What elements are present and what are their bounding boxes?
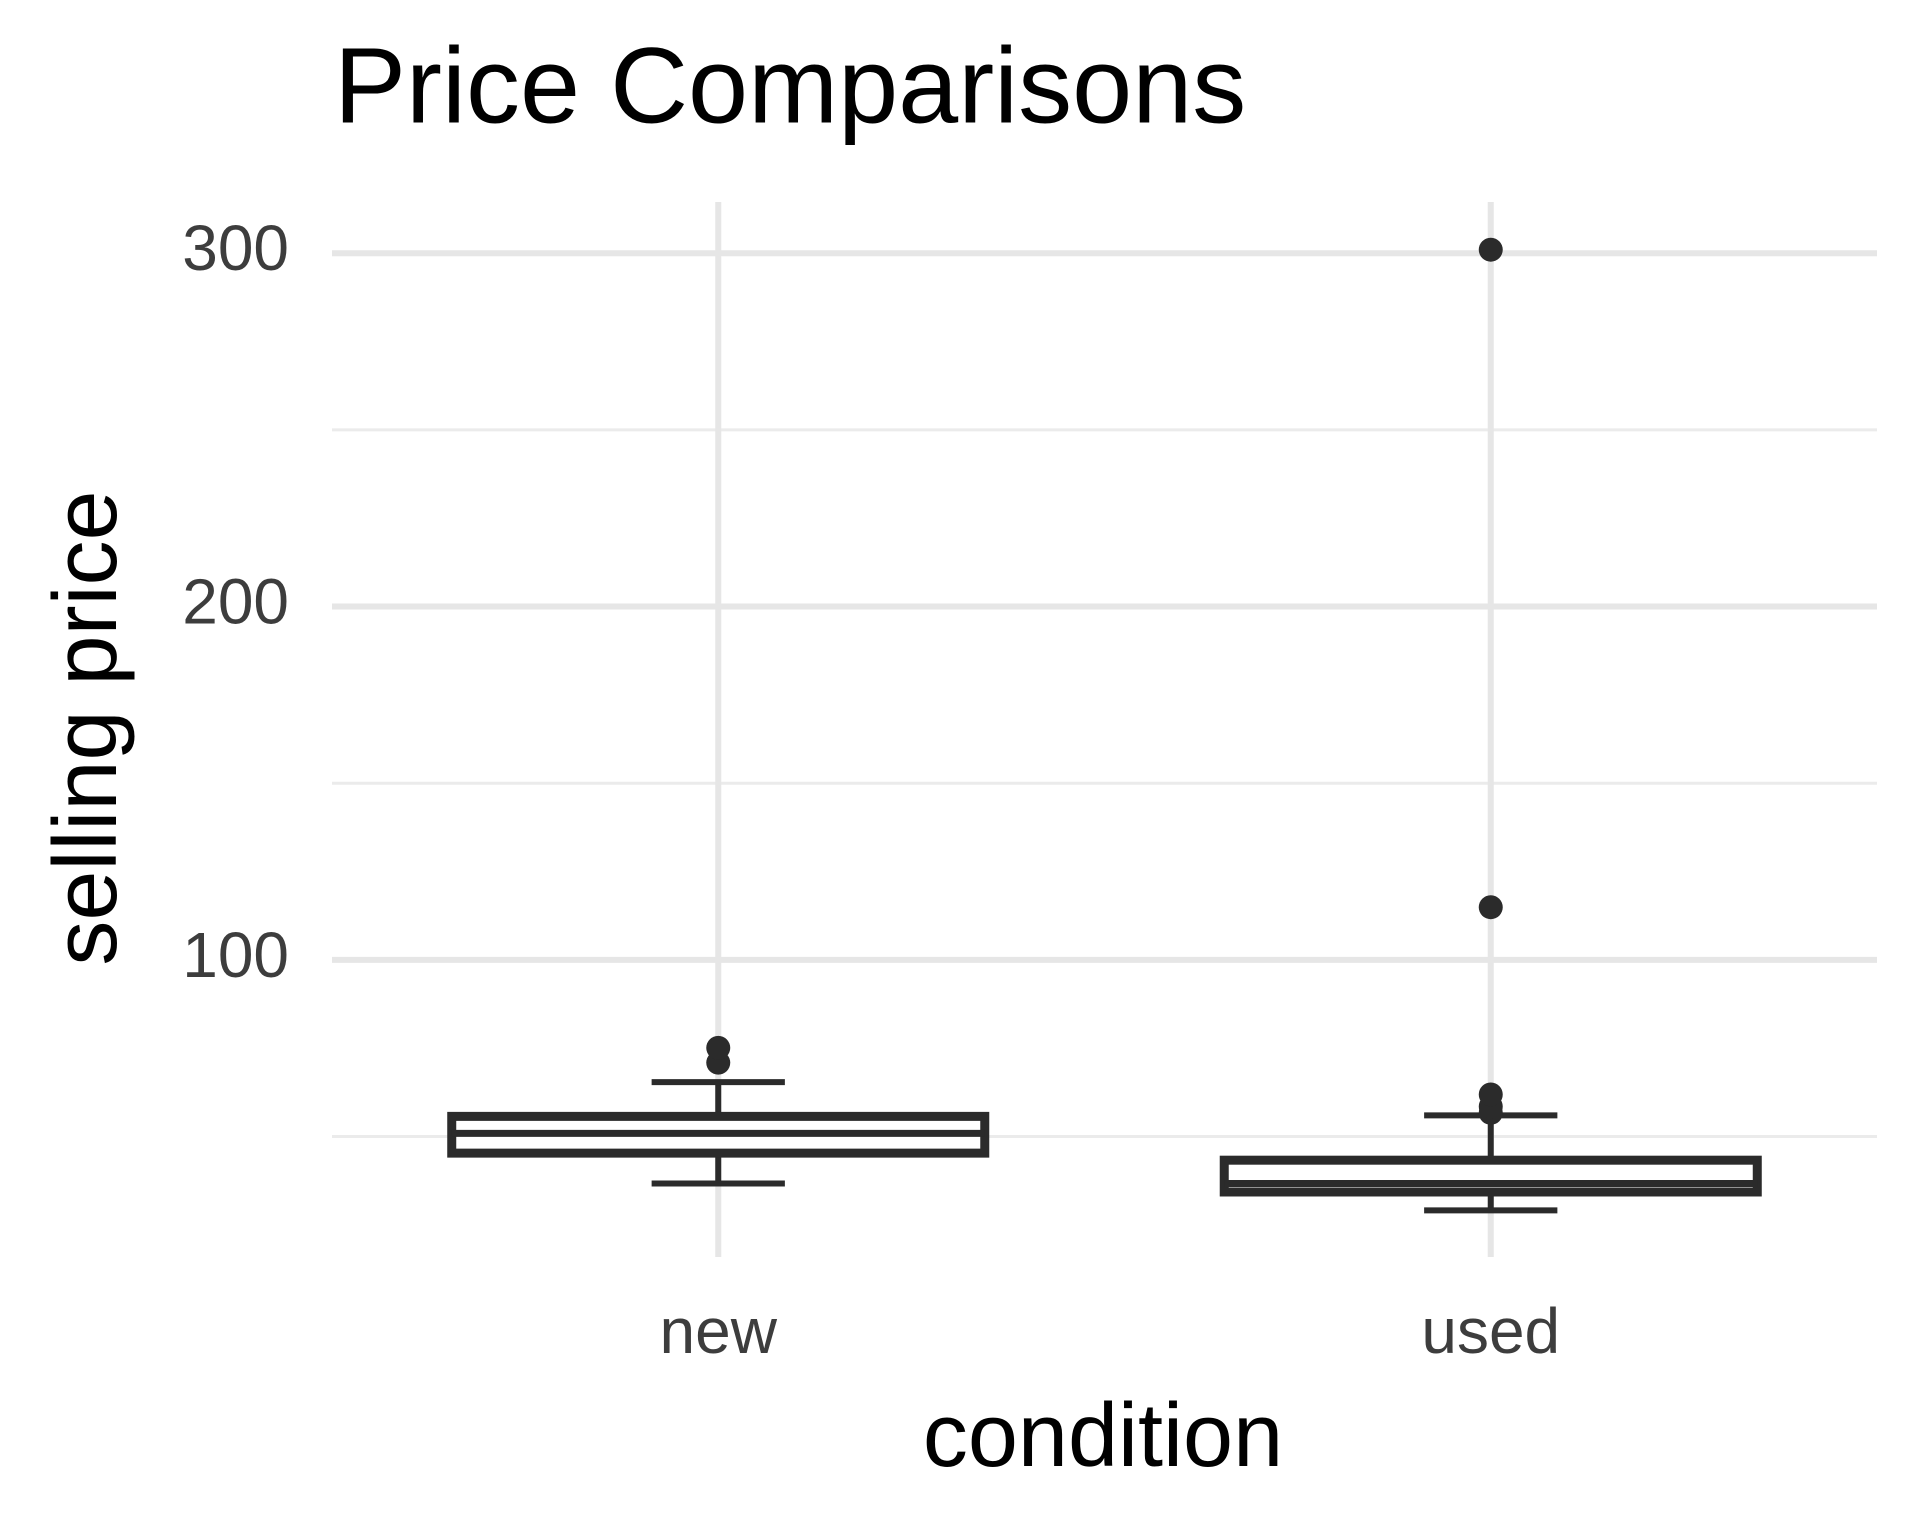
x-tick-label: new: [660, 1295, 778, 1367]
chart-title: Price Comparisons: [334, 25, 1246, 146]
box: [1219, 1155, 1762, 1197]
y-tick-label: 100: [182, 919, 289, 991]
x-axis-title: condition: [923, 1386, 1283, 1486]
y-tick-label: 200: [182, 565, 289, 637]
outlier: [706, 1035, 731, 1060]
outlier: [1478, 895, 1503, 920]
outlier: [1478, 237, 1503, 262]
x-tick-label: used: [1421, 1295, 1560, 1367]
y-tick-label: 300: [182, 212, 289, 284]
outlier: [1478, 1082, 1503, 1107]
y-axis-title: selling price: [36, 490, 136, 965]
